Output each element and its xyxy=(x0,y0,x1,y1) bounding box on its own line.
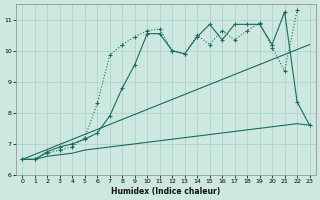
X-axis label: Humidex (Indice chaleur): Humidex (Indice chaleur) xyxy=(111,187,220,196)
